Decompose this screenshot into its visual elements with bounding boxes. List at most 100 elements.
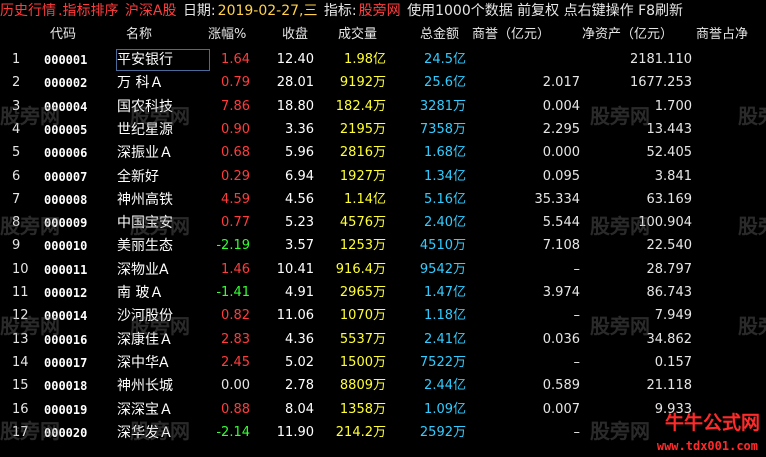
table-row[interactable]: 13 000016 深康佳Ａ 2.83 4.36 5537万 2.41亿 0.036 34.86… xyxy=(0,329,766,351)
stock-name: 全新好 xyxy=(117,168,159,185)
volume: 1500万 xyxy=(339,354,386,370)
goodwill: 0.000 xyxy=(542,145,580,161)
date-label: 日期: xyxy=(182,3,216,19)
amount: 3281万 xyxy=(419,98,466,114)
col-change[interactable]: 涨幅% xyxy=(208,27,247,42)
volume: 1253万 xyxy=(339,238,386,254)
volume: 1070万 xyxy=(339,308,386,324)
table-row[interactable]: 1 000001 平安银行 1.64 12.40 1.98亿 24.5亿 2181.110 xyxy=(0,49,766,71)
row-index: 14 xyxy=(12,354,29,370)
stock-name: 沙河股份 xyxy=(117,308,173,325)
indicator-value[interactable]: 股旁网 xyxy=(358,3,401,19)
row-index: 5 xyxy=(12,145,21,161)
change-percent: 2.83 xyxy=(221,331,250,347)
stock-name: 深康佳Ａ xyxy=(117,331,173,348)
amount: 5.16亿 xyxy=(424,191,466,207)
volume: 4576万 xyxy=(339,215,386,231)
stock-name: 深物业A xyxy=(117,261,169,278)
stock-name: 美丽生态 xyxy=(117,238,173,255)
table-row[interactable]: 17 000020 深华发Ａ -2.14 11.90 214.2万 2592万 – xyxy=(0,422,766,444)
col-name[interactable]: 名称 xyxy=(126,27,153,42)
change-percent: 0.88 xyxy=(221,401,250,417)
row-index: 15 xyxy=(12,378,29,394)
stock-code: 000010 xyxy=(44,239,88,254)
stock-name: 南 玻Ａ xyxy=(117,285,164,301)
table-row[interactable]: 8 000009 中国宝安 0.77 5.23 4576万 2.40亿 5.544 100.90… xyxy=(0,212,766,234)
stock-code: 000011 xyxy=(44,262,88,277)
stock-code: 000019 xyxy=(44,402,88,417)
stock-code: 000018 xyxy=(44,379,88,394)
amount: 24.5亿 xyxy=(424,52,466,67)
table-row[interactable]: 16 000019 深深宝Ａ 0.88 8.04 1358万 1.09亿 0.007 9.933 xyxy=(0,399,766,421)
table-row[interactable]: 12 000014 沙河股份 0.82 11.06 1070万 1.18亿 – 7.949 xyxy=(0,305,766,327)
col-goodwill-ratio[interactable]: 商誉占净 xyxy=(696,27,749,42)
column-header: 代码 名称 涨幅% 收盘 成交量 总金额 商誉（亿元） 净资产（亿元） 商誉占净 xyxy=(0,25,766,45)
stock-code: 000009 xyxy=(44,216,88,231)
close-price: 4.36 xyxy=(285,331,314,347)
stock-name: 深振业Ａ xyxy=(117,145,173,162)
goodwill: 3.974 xyxy=(542,285,580,300)
stock-code: 000006 xyxy=(44,146,88,161)
goodwill: 0.007 xyxy=(542,401,580,417)
table-row[interactable]: 7 000008 神州高铁 4.59 4.56 1.14亿 5.16亿 35.334 63.16… xyxy=(0,189,766,211)
amount: 1.18亿 xyxy=(424,308,466,324)
row-index: 8 xyxy=(12,215,21,231)
change-percent: -2.19 xyxy=(216,238,250,254)
table-row[interactable]: 2 000002 万 科Ａ 0.79 28.01 9192万 25.6亿 2.017 1677.… xyxy=(0,72,766,94)
title-bar: 历史行情 .指标排序 沪深A股 日期: 2019-02-27,三 指标: 股旁网 使用… xyxy=(0,0,766,22)
table-row[interactable]: 9 000010 美丽生态 -2.19 3.57 1253万 4510万 7.108 22.54… xyxy=(0,235,766,257)
table-row[interactable]: 6 000007 全新好 0.29 6.94 1927万 1.34亿 0.095 3.841 xyxy=(0,166,766,188)
table-row[interactable]: 14 000017 深中华A 2.45 5.02 1500万 7522万 – 0.157 xyxy=(0,352,766,374)
col-code[interactable]: 代码 xyxy=(50,27,77,42)
goodwill: 0.036 xyxy=(542,331,580,347)
row-index: 17 xyxy=(12,424,29,440)
history-label[interactable]: 历史行情 xyxy=(0,3,56,19)
stock-code: 000002 xyxy=(44,76,88,91)
net-assets: 2181.110 xyxy=(629,52,692,67)
net-assets: 7.949 xyxy=(654,308,692,324)
stock-name: 深中华A xyxy=(117,354,169,371)
col-close[interactable]: 收盘 xyxy=(282,27,309,42)
stock-name: 神州高铁 xyxy=(117,191,173,208)
table-row[interactable]: 15 000018 神州长城 0.00 2.78 8809万 2.44亿 0.589 21.11… xyxy=(0,375,766,397)
close-price: 3.57 xyxy=(285,238,314,254)
col-amount[interactable]: 总金额 xyxy=(420,27,460,42)
amount: 1.47亿 xyxy=(424,285,466,300)
market-label[interactable]: 沪深A股 xyxy=(124,3,177,19)
goodwill: – xyxy=(573,261,581,277)
close-price: 12.40 xyxy=(276,52,314,67)
close-price: 6.94 xyxy=(285,168,314,184)
close-price: 8.04 xyxy=(285,401,314,417)
row-index: 3 xyxy=(12,98,21,114)
amount: 4510万 xyxy=(419,238,466,254)
col-goodwill[interactable]: 商誉（亿元） xyxy=(472,27,551,42)
stock-code: 000017 xyxy=(44,355,88,370)
indicator-label: 指标: xyxy=(323,3,357,19)
net-assets: 34.862 xyxy=(646,331,693,347)
table-row[interactable]: 3 000004 国农科技 7.86 18.80 182.4万 3281万 0.004 1.70… xyxy=(0,96,766,118)
volume: 1.98亿 xyxy=(344,52,386,67)
row-index: 12 xyxy=(12,308,29,324)
net-assets: 1.700 xyxy=(654,98,692,114)
net-assets: 1677.253 xyxy=(629,75,692,91)
volume: 916.4万 xyxy=(335,261,386,277)
col-volume[interactable]: 成交量 xyxy=(338,27,378,42)
site-url: www.tdx001.com xyxy=(656,439,758,453)
volume: 1.14亿 xyxy=(344,191,386,207)
close-price: 18.80 xyxy=(276,98,314,114)
table-row[interactable]: 4 000005 世纪星源 0.90 3.36 2195万 7358万 2.295 13.443 xyxy=(0,119,766,141)
table-row[interactable]: 10 000011 深物业A 1.46 10.41 916.4万 9542万 – 28.797 xyxy=(0,259,766,281)
change-percent: -2.14 xyxy=(216,424,250,440)
col-net-assets[interactable]: 净资产（亿元） xyxy=(582,27,674,42)
goodwill: 0.004 xyxy=(542,98,580,114)
table-row[interactable]: 5 000006 深振业Ａ 0.68 5.96 2816万 1.68亿 0.000 52.405 xyxy=(0,142,766,164)
sort-label[interactable]: .指标排序 xyxy=(58,3,119,19)
amount: 1.09亿 xyxy=(424,401,466,417)
stock-name: 平安银行 xyxy=(117,52,173,68)
stock-name: 中国宝安 xyxy=(117,215,173,232)
stock-name: 世纪星源 xyxy=(117,121,173,138)
table-row[interactable]: 11 000012 南 玻Ａ -1.41 4.91 2965万 1.47亿 3.974 86.7… xyxy=(0,282,766,304)
date-value[interactable]: 2019-02-27,三 xyxy=(217,3,318,19)
net-assets: 63.169 xyxy=(646,191,693,207)
amount: 2.40亿 xyxy=(424,215,466,231)
